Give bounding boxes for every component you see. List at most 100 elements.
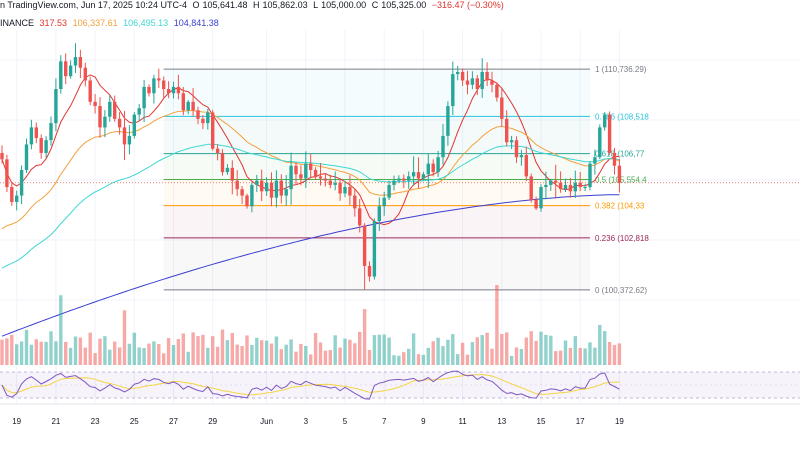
volume-bar — [284, 344, 288, 365]
volume-bar — [588, 342, 592, 365]
volume-bar — [387, 337, 391, 365]
volume-bar — [500, 334, 504, 365]
candle-body — [240, 189, 244, 196]
candle-body — [147, 86, 151, 94]
candle — [157, 68, 161, 88]
volume-bar — [563, 340, 568, 365]
candle — [372, 218, 377, 280]
candle-body — [10, 187, 14, 202]
volume-bar — [269, 343, 274, 365]
x-tick-label-11: 11 — [458, 417, 467, 426]
volume-bar — [93, 353, 97, 365]
volume-bar — [407, 348, 411, 365]
ohlc-close: 105,325.00 — [381, 0, 427, 10]
candle-body — [294, 165, 298, 175]
candle-body — [367, 265, 372, 277]
volume-bar — [196, 336, 200, 365]
volume-bar — [64, 341, 68, 365]
candle-body — [166, 89, 171, 94]
candle — [166, 81, 171, 99]
volume-bar — [78, 337, 83, 365]
x-tick-label-8: 5 — [343, 417, 348, 426]
volume-bar — [304, 345, 308, 365]
volume-bar — [54, 341, 58, 365]
candle — [215, 144, 220, 161]
candle — [485, 62, 489, 87]
candle-body — [436, 157, 440, 173]
indicator-legend: INANCE 317.53 106,337.61 106,495.13 104,… — [0, 18, 222, 28]
volume-bar — [607, 341, 612, 365]
volume-bar — [456, 354, 460, 365]
volume-bar — [10, 334, 14, 365]
fib-label-4: 0.382 (104,33 — [595, 202, 645, 211]
candle-body — [402, 178, 406, 181]
volume-bar — [122, 310, 127, 365]
candle-body — [588, 163, 592, 188]
candle — [568, 177, 573, 198]
volume-bar — [402, 352, 406, 365]
x-tick-label-1: 21 — [51, 417, 60, 426]
volume-bar — [377, 334, 381, 365]
ohlc-open-label: O — [192, 0, 200, 10]
candle — [269, 172, 274, 207]
candle-body — [534, 199, 538, 209]
volume-bar — [485, 332, 489, 365]
candle — [299, 165, 303, 186]
candle-body — [5, 159, 9, 188]
volume-bar — [162, 353, 166, 365]
candle-body — [568, 184, 573, 192]
candle — [583, 184, 587, 192]
candle — [250, 182, 254, 213]
candle-body — [333, 182, 337, 185]
volume-bar — [181, 333, 185, 365]
volume-bar — [362, 309, 367, 365]
volume-bar — [470, 342, 475, 365]
candle — [411, 156, 416, 186]
x-tick-label-13: 15 — [537, 417, 546, 426]
x-tick-label-4: 27 — [169, 417, 178, 426]
candle-body — [416, 172, 421, 179]
candle-body — [509, 140, 514, 143]
volume-bar — [108, 349, 112, 365]
time-axis: 19 21 23 25 27 29 Jun 3 5 7 9 11 13 15 17 19 — [0, 403, 800, 426]
rsi-panel — [0, 370, 800, 400]
candle-body — [49, 123, 53, 141]
candle-body — [98, 106, 102, 128]
candle-body — [264, 182, 269, 192]
candle-body — [607, 114, 612, 153]
candle-body — [411, 172, 416, 177]
candle-body — [220, 152, 225, 173]
volume-bar — [558, 350, 563, 365]
fib-label-1: 0.786 (108,518 — [595, 112, 649, 121]
candle — [421, 171, 426, 181]
candle-body — [544, 184, 548, 188]
ohlc-low: 105,000.00 — [321, 0, 367, 10]
candle — [431, 159, 435, 177]
x-tick-label-6: Jun — [260, 417, 273, 426]
volume-bar — [5, 338, 9, 365]
volume-bar — [534, 340, 538, 365]
candle-body — [230, 167, 234, 181]
volume-bar — [397, 355, 401, 365]
candle — [505, 110, 509, 147]
candle — [382, 191, 386, 216]
candle — [54, 78, 58, 132]
volume-bar — [617, 343, 622, 365]
candle-body — [407, 176, 411, 181]
candle-body — [583, 187, 587, 189]
candle-body — [83, 67, 87, 81]
candle — [171, 81, 176, 99]
candle-body — [15, 195, 19, 202]
candle — [328, 174, 332, 189]
candle-body — [539, 187, 543, 209]
candle-body — [485, 71, 489, 81]
candle — [0, 145, 4, 164]
candle-body — [44, 140, 48, 153]
candle — [98, 97, 102, 138]
candle — [612, 147, 617, 175]
candle-body — [495, 84, 499, 98]
candle-body — [201, 118, 205, 124]
candle-body — [255, 180, 259, 185]
volume-bar — [411, 333, 416, 365]
